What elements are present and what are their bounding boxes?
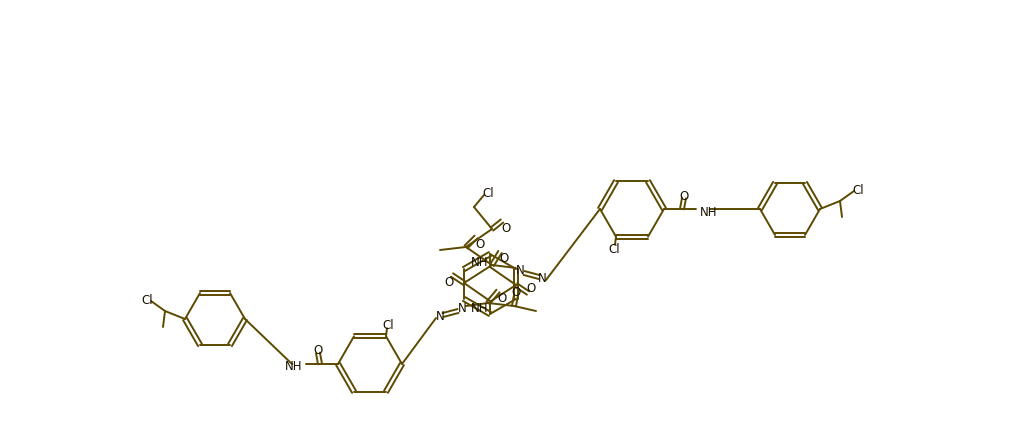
Text: Cl: Cl [852,183,863,196]
Text: O: O [679,189,689,202]
Text: O: O [501,221,511,234]
Text: O: O [475,237,485,250]
Text: O: O [444,275,454,288]
Text: O: O [499,252,508,265]
Text: O: O [527,281,536,294]
Text: Cl: Cl [608,243,619,255]
Text: Cl: Cl [382,318,394,331]
Text: N: N [538,272,546,285]
Text: NH: NH [471,255,488,268]
Text: N: N [458,302,467,315]
Text: NH: NH [700,205,718,218]
Text: N: N [516,264,525,277]
Text: Cl: Cl [141,293,153,306]
Text: NH: NH [471,301,488,314]
Text: O: O [313,344,322,356]
Text: NH: NH [285,359,302,373]
Text: Cl: Cl [482,186,494,199]
Text: O: O [512,286,521,299]
Text: N: N [435,310,444,323]
Text: O: O [497,292,506,305]
